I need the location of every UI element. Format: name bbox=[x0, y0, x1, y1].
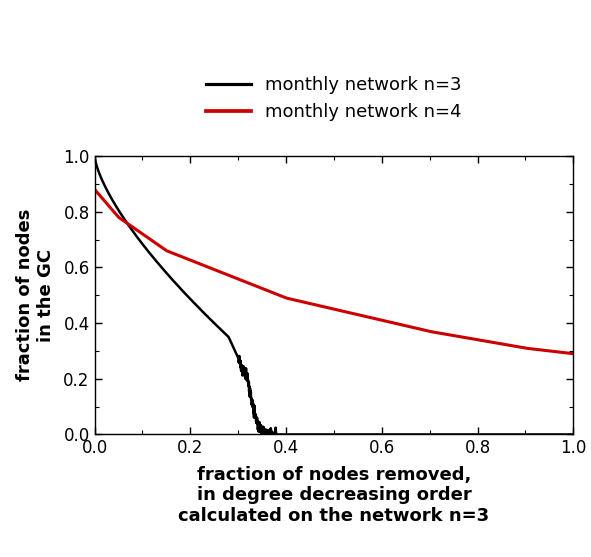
Line: monthly network n=3: monthly network n=3 bbox=[95, 156, 573, 434]
monthly network n=4 bbox=[145, 235, 152, 242]
monthly network n=3 bbox=[259, 431, 267, 438]
monthly network n=3 bbox=[91, 153, 98, 159]
monthly network n=3 bbox=[560, 431, 567, 438]
monthly network n=3 bbox=[509, 431, 516, 438]
monthly network n=4 bbox=[509, 343, 516, 349]
monthly network n=4 bbox=[174, 252, 181, 258]
monthly network n=3 bbox=[174, 282, 181, 289]
monthly network n=4 bbox=[560, 349, 567, 356]
monthly network n=3 bbox=[296, 431, 303, 438]
Legend: monthly network n=3, monthly network n=4: monthly network n=3, monthly network n=4 bbox=[206, 76, 462, 121]
monthly network n=4 bbox=[570, 350, 577, 357]
monthly network n=3 bbox=[145, 249, 152, 256]
Y-axis label: fraction of nodes
in the GC: fraction of nodes in the GC bbox=[16, 209, 55, 382]
monthly network n=4 bbox=[275, 291, 282, 298]
Line: monthly network n=4: monthly network n=4 bbox=[95, 189, 573, 354]
monthly network n=3 bbox=[275, 431, 282, 438]
monthly network n=4 bbox=[296, 297, 303, 304]
monthly network n=4 bbox=[91, 186, 98, 193]
X-axis label: fraction of nodes removed,
in degree decreasing order
calculated on the network : fraction of nodes removed, in degree dec… bbox=[178, 466, 489, 525]
monthly network n=3 bbox=[570, 431, 577, 438]
